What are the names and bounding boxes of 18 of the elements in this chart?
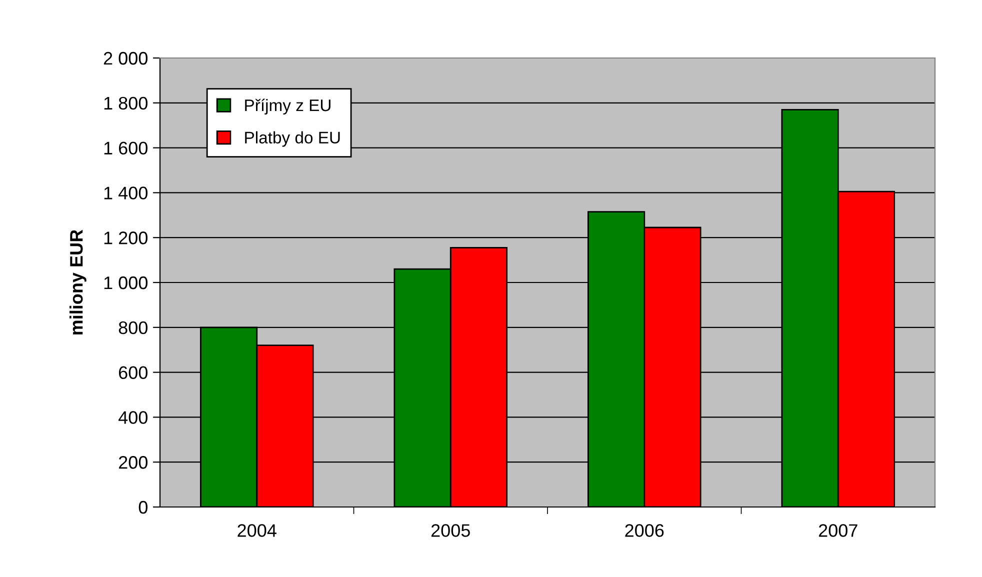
x-tick-label: 2004 bbox=[238, 524, 276, 537]
y-tick-label: 1 400 bbox=[104, 186, 148, 200]
x-tick-label: 2005 bbox=[431, 524, 470, 537]
y-tick-label: 1 800 bbox=[104, 96, 148, 110]
y-tick-label: 0 bbox=[138, 500, 148, 514]
legend-label: Příjmy z EU bbox=[245, 98, 330, 115]
y-tick-label: 1 600 bbox=[104, 142, 148, 155]
y-tick-label: 800 bbox=[118, 321, 148, 334]
x-tick-label: 2007 bbox=[818, 524, 858, 537]
x-tick-label: 2006 bbox=[625, 524, 664, 537]
y-tick-label: 1 000 bbox=[104, 276, 148, 290]
y-tick-label: 400 bbox=[118, 411, 148, 424]
legend-label: Platby do EU bbox=[245, 131, 340, 147]
y-axis-title: miliony EUR bbox=[70, 230, 86, 334]
y-tick-label: 2 000 bbox=[104, 52, 148, 65]
y-tick-label: 600 bbox=[118, 366, 148, 380]
y-tick-label: 200 bbox=[118, 456, 148, 469]
y-tick-label: 1 200 bbox=[104, 232, 148, 244]
